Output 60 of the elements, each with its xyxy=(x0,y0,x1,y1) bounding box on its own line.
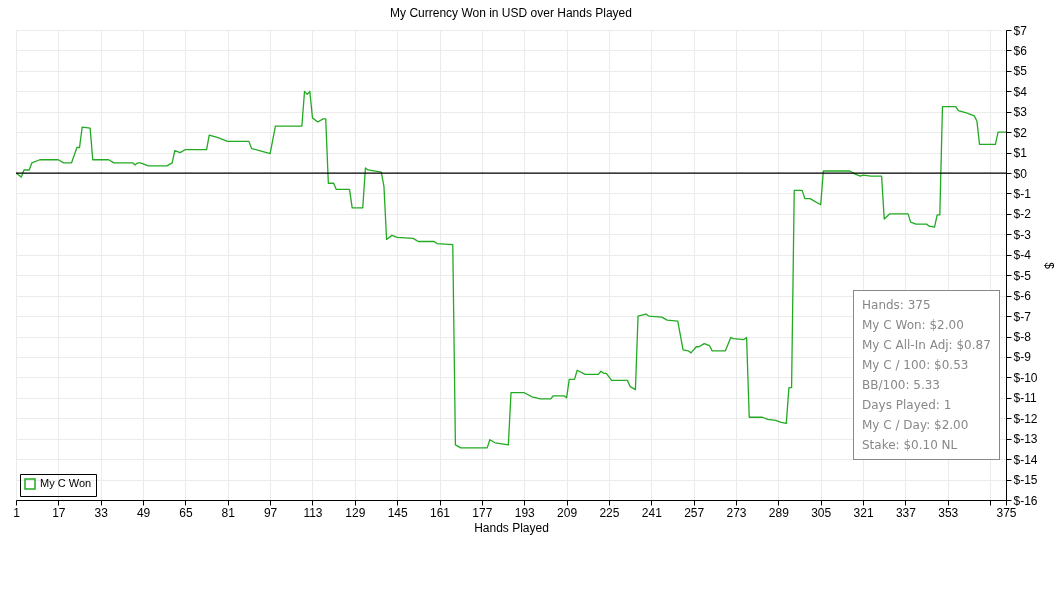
y-tick-label: $-5 xyxy=(1013,268,1032,283)
y-tick-label: $-1 xyxy=(1013,186,1032,201)
y-tick-label: $0 xyxy=(1013,166,1028,181)
y-tick-label: $-10 xyxy=(1013,370,1038,385)
y-tick-label: $-14 xyxy=(1013,452,1038,467)
x-tick-label: 225 xyxy=(599,505,620,520)
x-tick-label: 353 xyxy=(938,505,959,520)
y-tick-label: $4 xyxy=(1013,84,1028,99)
x-tick-label: 241 xyxy=(641,505,663,520)
y-tick-label: $-16 xyxy=(1013,493,1038,508)
x-tick-label: 321 xyxy=(853,505,874,520)
x-tick-label: 97 xyxy=(263,505,278,520)
y-tick-label: $-3 xyxy=(1013,227,1032,242)
y-tick-label: $-15 xyxy=(1013,473,1038,488)
y-tick-label: $1 xyxy=(1013,146,1028,161)
x-tick-label: 177 xyxy=(472,505,493,520)
y-tick-label: $5 xyxy=(1013,64,1028,79)
y-tick-label: $-2 xyxy=(1013,207,1032,222)
chart-title: My Currency Won in USD over Hands Played xyxy=(390,6,632,20)
y-tick-label: $-8 xyxy=(1013,330,1032,345)
x-tick-label: 273 xyxy=(726,505,747,520)
annotation: My C Won: $2.00 xyxy=(862,317,965,334)
annotation: My C / Day: $2.00 xyxy=(862,417,970,434)
annotation: Stake: $0.10 NL xyxy=(862,437,959,454)
annotation: Days Played: 1 xyxy=(862,397,953,414)
y-tick-label: $-9 xyxy=(1013,350,1032,365)
x-tick-label: 129 xyxy=(345,505,366,520)
x-tick-label: 65 xyxy=(179,505,193,520)
x-tick-label: 1 xyxy=(13,505,21,520)
x-tick-label: 33 xyxy=(94,505,109,520)
y-tick-label: $-4 xyxy=(1013,248,1032,263)
x-tick-label: 305 xyxy=(811,505,832,520)
x-tick-label: 49 xyxy=(136,505,151,520)
y-tick-label: $3 xyxy=(1013,105,1028,120)
x-tick-label: 337 xyxy=(895,505,917,520)
y-tick-label: $-12 xyxy=(1013,411,1038,426)
y-tick-label: $-11 xyxy=(1013,391,1037,406)
x-tick-label: 145 xyxy=(387,505,409,520)
y-axis-title: $ xyxy=(1041,262,1056,270)
x-tick-label: 209 xyxy=(557,505,578,520)
annotation: BB/100: 5.33 xyxy=(862,377,941,394)
y-tick-label: $7 xyxy=(1013,23,1028,38)
legend-label: My C Won xyxy=(40,477,92,489)
y-tick-label: $-7 xyxy=(1013,309,1032,324)
x-tick-label: 193 xyxy=(514,505,536,520)
y-tick-label: $-13 xyxy=(1013,432,1038,447)
x-tick-label: 81 xyxy=(221,505,236,520)
x-tick-label: 257 xyxy=(684,505,705,520)
x-axis-title: Hands Played xyxy=(474,520,549,535)
x-tick-label: 161 xyxy=(430,505,451,520)
x-tick-label: 17 xyxy=(52,505,66,520)
x-tick-label: 375 xyxy=(996,505,1017,520)
y-tick-label: $2 xyxy=(1013,125,1028,140)
y-tick-label: $-6 xyxy=(1013,289,1032,304)
x-tick-label: 289 xyxy=(768,505,790,520)
annotation: My C / 100: $0.53 xyxy=(862,357,970,374)
annotation: Hands: 375 xyxy=(862,297,932,314)
y-tick-label: $6 xyxy=(1013,43,1028,58)
annotation: My C All-In Adj: $0.87 xyxy=(862,337,991,354)
x-tick-label: 113 xyxy=(303,505,323,520)
